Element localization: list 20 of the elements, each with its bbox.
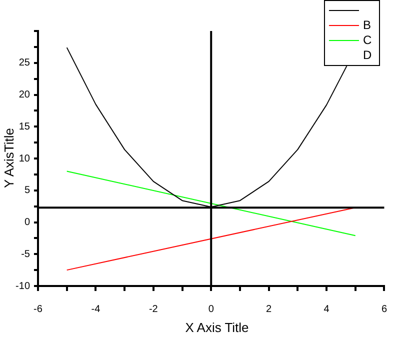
y-tick-label: 25	[18, 58, 30, 69]
y-tick-label: -10	[16, 280, 30, 292]
text: D	[363, 48, 373, 63]
y-tick-label: -5	[21, 248, 30, 260]
x-tick-label: -4	[91, 304, 101, 315]
x-tick-label: 2	[266, 304, 272, 315]
x-tick-label: -2	[148, 304, 158, 315]
x-axis-title: X Axis Title	[184, 320, 250, 335]
y-tick-label: 10	[18, 153, 30, 164]
legend-label: C	[363, 33, 373, 48]
x-tick-label: 0	[208, 304, 214, 315]
y-tick-label: 15	[18, 121, 30, 132]
y-tick-label: 20	[18, 90, 30, 100]
legend-label: B	[363, 18, 372, 33]
y-tick-label: 5	[24, 185, 30, 196]
x-tick-label: 4	[324, 304, 330, 315]
y-axis-title: Y AxisTitle	[2, 128, 16, 188]
x-tick-label: 6	[381, 304, 388, 315]
y-tick-label: 0	[24, 217, 30, 228]
x-tick-label: -6	[34, 304, 43, 315]
